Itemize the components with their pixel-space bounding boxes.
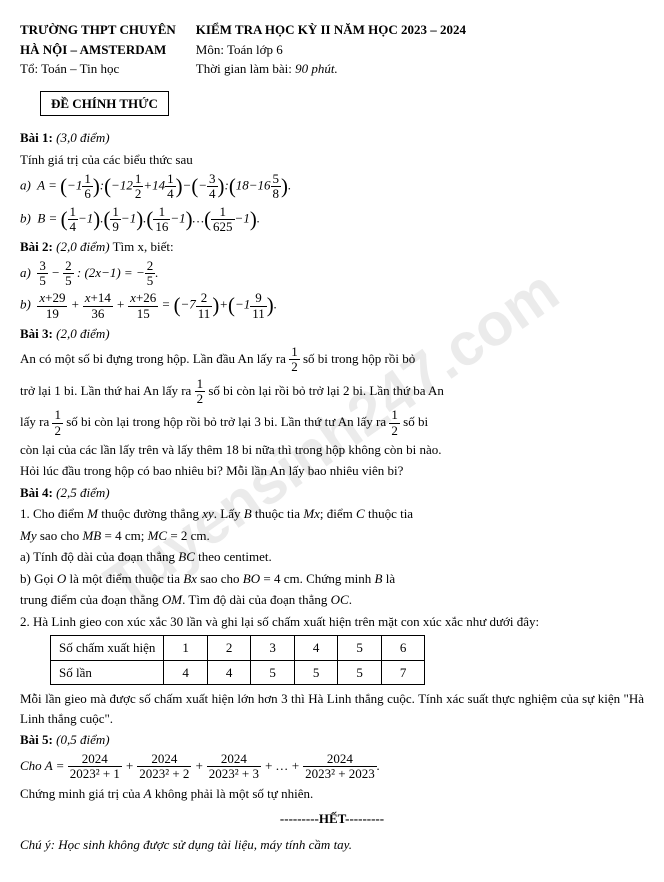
table-row-header: Số chấm xuất hiện 1 2 3 4 5 6 [51, 636, 425, 661]
bai5-heading: Bài 5: (0,5 điểm) [20, 730, 644, 750]
bai2-a-label: a) [20, 265, 31, 280]
row1-label: Số chấm xuất hiện [51, 636, 164, 661]
val-2: 4 [207, 660, 251, 685]
bai4-b2: trung điểm của đoạn thẳng OM. Tìm độ dài… [20, 590, 644, 610]
val-1: 4 [164, 660, 208, 685]
bai4-p1: 1. Cho điểm M thuộc đường thẳng xy. Lấy … [20, 504, 644, 524]
note: Chú ý: Học sinh không được sử dụng tài l… [20, 835, 644, 855]
dice-table: Số chấm xuất hiện 1 2 3 4 5 6 Số lần 4 4… [50, 635, 425, 685]
bai4-p2: My sao cho MB = 4 cm; MC = 2 cm. [20, 526, 644, 546]
bai3-p5: Hỏi lúc đầu trong hộp có bao nhiêu bi? M… [20, 461, 644, 481]
bai2-b: b) x+2919 + x+1436 + x+2615 = (−7211)+(−… [20, 290, 644, 321]
bai1-b: b) B = (14−1).(19−1).(116−1)…(1625−1). [20, 204, 644, 235]
val-4: 5 [294, 660, 338, 685]
val-3: 5 [251, 660, 295, 685]
bai3-label: Bài 3: [20, 326, 53, 341]
bai3-p3c: số bi [400, 414, 428, 429]
page-content: TRƯỜNG THPT CHUYÊN HÀ NỘI – AMSTERDAM Tổ… [20, 20, 644, 854]
bai3-p3b: số bi còn lại trong hộp rồi bỏ trở lại 3… [63, 414, 389, 429]
school-line1: TRƯỜNG THPT CHUYÊN [20, 20, 176, 40]
bai1-heading: Bài 1: (3,0 điểm) [20, 128, 644, 148]
bai2-heading: Bài 2: (2,0 điểm) Tìm x, biết: [20, 237, 644, 257]
bai4-heading: Bài 4: (2,5 điểm) [20, 483, 644, 503]
exam-title: KIỂM TRA HỌC KỲ II NĂM HỌC 2023 – 2024 [196, 20, 644, 40]
bai4-p4: Mỗi lần gieo mà được số chấm xuất hiện l… [20, 689, 644, 728]
bai4-label: Bài 4: [20, 485, 53, 500]
bai1-label: Bài 1: [20, 130, 53, 145]
bai5-label: Bài 5: [20, 732, 53, 747]
bai2-a: a) 35 − 25 : (2x−1) = −25. [20, 259, 644, 289]
time-label: Thời gian làm bài: [196, 61, 292, 76]
bai4-p3: 2. Hà Linh gieo con xúc xắc 30 lần và gh… [20, 612, 644, 632]
header: TRƯỜNG THPT CHUYÊN HÀ NỘI – AMSTERDAM Tổ… [20, 20, 644, 79]
bai3-heading: Bài 3: (2,0 điểm) [20, 324, 644, 344]
bai3-p2a: trở lại 1 bi. Lần thứ hai An lấy ra [20, 383, 195, 398]
col-4: 4 [294, 636, 338, 661]
col-2: 2 [207, 636, 251, 661]
bai3-diem: (2,0 điểm) [56, 326, 109, 341]
bai2-intro: Tìm x, biết: [113, 239, 174, 254]
subject: Môn: Toán lớp 6 [196, 40, 644, 60]
bai3-p3: lấy ra 12 số bi còn lại trong hộp rồi bỏ… [20, 408, 644, 438]
bai1-a-label: a) [20, 178, 31, 193]
bai1-diem: (3,0 điểm) [56, 130, 109, 145]
col-6: 6 [381, 636, 425, 661]
col-1: 1 [164, 636, 208, 661]
bai3-p1: An có một số bi đựng trong hộp. Lần đầu … [20, 345, 644, 375]
val-5: 5 [338, 660, 382, 685]
bai3-p1b: số bi trong hộp rồi bỏ [300, 351, 416, 366]
bai3-p4: còn lại của các lần lấy trên và lấy thêm… [20, 440, 644, 460]
bai3-p2: trở lại 1 bi. Lần thứ hai An lấy ra 12 s… [20, 377, 644, 407]
bai5-diem: (0,5 điểm) [56, 732, 109, 747]
val-6: 7 [381, 660, 425, 685]
bai4-diem: (2,5 điểm) [56, 485, 109, 500]
bai2-b-label: b) [20, 297, 31, 312]
de-chinh-thuc-box: ĐỀ CHÍNH THỨC [40, 91, 169, 117]
bai1-a: a) A = (−116):(−1212+1414)−(−34):(18−165… [20, 171, 644, 202]
het: ---------HẾT--------- [20, 809, 644, 829]
time-value: 90 phút. [295, 61, 338, 76]
bai5-p2: Chứng minh giá trị của A không phải là m… [20, 784, 644, 804]
bai3-p1a: An có một số bi đựng trong hộp. Lần đầu … [20, 351, 289, 366]
bai4-a: a) Tính độ dài của đoạn thẳng BC theo ce… [20, 547, 644, 567]
bai4-b: b) Gọi O là một điểm thuộc tia Bx sao ch… [20, 569, 644, 589]
bai3-p3a: lấy ra [20, 414, 52, 429]
bai1-b-label: b) [20, 211, 31, 226]
bai3-p2b: số bi còn lại rồi bỏ trở lại 2 bi. Lần t… [205, 383, 444, 398]
time: Thời gian làm bài: 90 phút. [196, 59, 644, 79]
table-row-values: Số lần 4 4 5 5 5 7 [51, 660, 425, 685]
bai5-formula: Cho A = 20242023² + 1 + 20242023² + 2 + … [20, 752, 644, 782]
bai1-intro: Tính giá trị của các biểu thức sau [20, 150, 644, 170]
school-line2: HÀ NỘI – AMSTERDAM [20, 40, 176, 60]
bai2-label: Bài 2: [20, 239, 53, 254]
col-3: 3 [251, 636, 295, 661]
dept: Tổ: Toán – Tin học [20, 59, 176, 79]
row2-label: Số lần [51, 660, 164, 685]
col-5: 5 [338, 636, 382, 661]
bai2-diem: (2,0 điểm) [56, 239, 109, 254]
